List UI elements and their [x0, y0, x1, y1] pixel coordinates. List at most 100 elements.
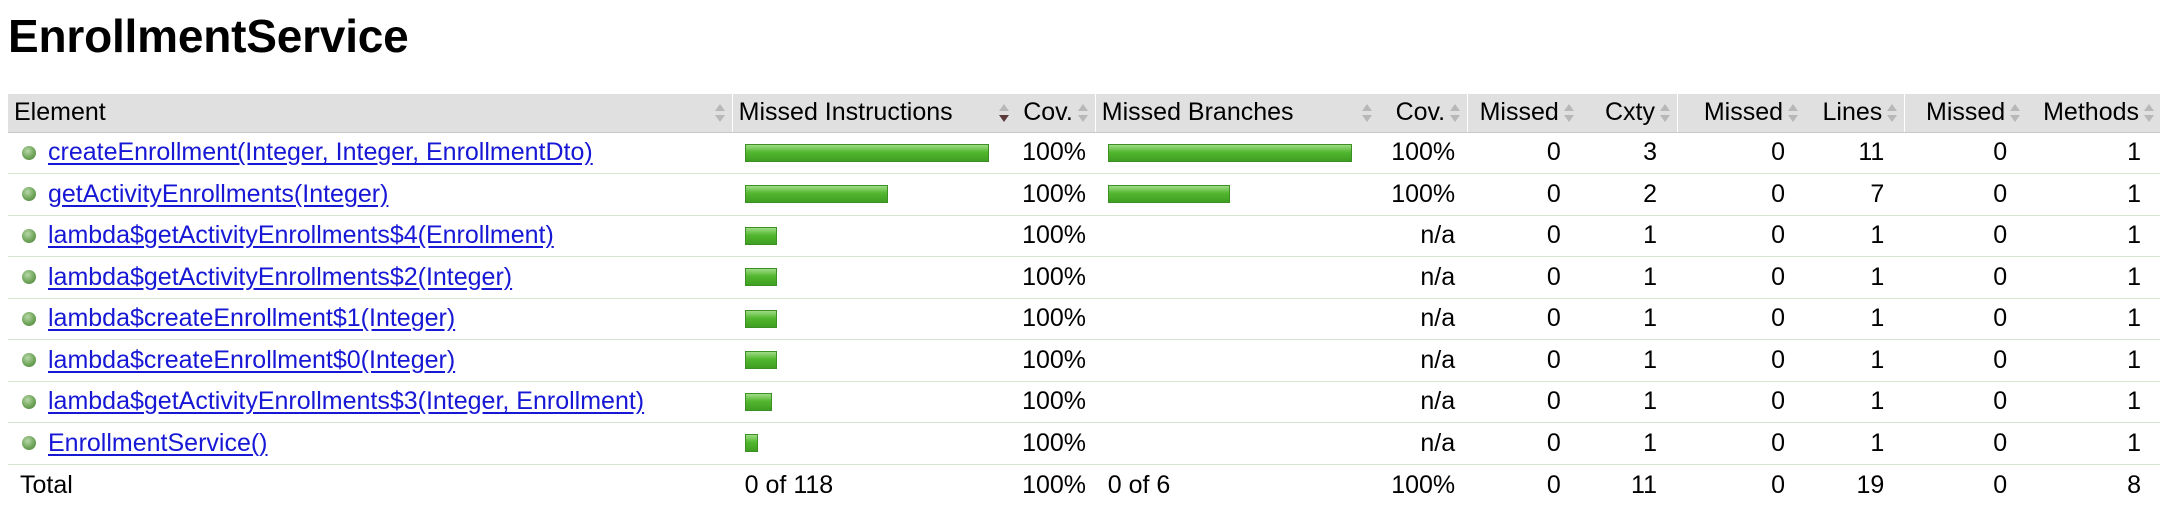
methods: 1	[2027, 173, 2160, 216]
header-missed-branches[interactable]: Missed Branches	[1094, 94, 1380, 133]
method-link[interactable]: lambda$createEnrollment$1(Integer)	[48, 304, 456, 333]
sort-both-icon[interactable]	[1659, 102, 1671, 124]
instructions-bar-cell	[731, 256, 1017, 299]
instructions-coverage-bar	[744, 226, 777, 245]
total-missed-instructions: 0 of 118	[731, 464, 1017, 506]
instructions-cov: 100%	[1016, 422, 1096, 465]
lines: 1	[1805, 422, 1905, 465]
element-cell: createEnrollment(Integer, Integer, Enrol…	[8, 132, 733, 174]
instructions-cov: 100%	[1016, 339, 1096, 382]
table-row: lambda$createEnrollment$1(Integer) 100% n/…	[8, 298, 2160, 340]
branches-cov: n/a	[1379, 339, 1468, 382]
coverage-table: Element Missed Instructions Cov. Missed …	[8, 94, 2160, 506]
methods: 1	[2027, 215, 2160, 257]
missed-lines: 0	[1676, 298, 1806, 340]
header-missed-methods[interactable]: Missed	[1904, 94, 2028, 133]
total-label: Total	[20, 470, 73, 499]
header-missed-cxty[interactable]: Missed	[1467, 94, 1581, 133]
missed-lines: 0	[1676, 422, 1806, 465]
missed-methods: 0	[1904, 422, 2028, 465]
method-link[interactable]: lambda$getActivityEnrollments$2(Integer)	[48, 262, 513, 291]
header-lines[interactable]: Lines	[1805, 94, 1905, 133]
method-link[interactable]: EnrollmentService()	[48, 428, 268, 457]
cxty: 2	[1580, 173, 1678, 216]
instructions-bar-cell	[731, 298, 1017, 340]
cxty: 3	[1580, 132, 1678, 174]
sort-both-icon[interactable]	[714, 102, 726, 124]
header-missed-lines[interactable]: Missed	[1676, 94, 1806, 133]
header-missed-instructions[interactable]: Missed Instructions	[731, 94, 1017, 133]
missed-lines: 0	[1676, 256, 1806, 299]
instructions-bar-cell	[731, 132, 1017, 174]
header-missed-lines-label: Missed	[1703, 98, 1784, 127]
header-cov-branches[interactable]: Cov.	[1379, 94, 1468, 133]
total-instr-cov: 100%	[1022, 470, 1087, 499]
element-cell: lambda$createEnrollment$0(Integer)	[8, 339, 733, 382]
method-link[interactable]: lambda$getActivityEnrollments$3(Integer,…	[48, 387, 645, 416]
missed-methods: 0	[1904, 173, 2028, 216]
header-element[interactable]: Element	[8, 94, 733, 133]
method-bullet-icon	[22, 394, 36, 409]
branches-bar-cell	[1094, 298, 1380, 340]
element-cell: getActivityEnrollments(Integer)	[8, 173, 733, 216]
instructions-bar-cell	[731, 215, 1017, 257]
missed-cxty: 0	[1467, 422, 1581, 465]
header-methods[interactable]: Methods	[2027, 94, 2160, 133]
sort-both-icon[interactable]	[2143, 102, 2155, 124]
header-cxty[interactable]: Cxty	[1580, 94, 1678, 133]
lines: 1	[1805, 381, 1905, 423]
element-cell: lambda$getActivityEnrollments$2(Integer)	[8, 256, 733, 299]
missed-methods: 0	[1904, 215, 2028, 257]
branches-cov: n/a	[1379, 381, 1468, 423]
instructions-cov: 100%	[1016, 132, 1096, 174]
header-cov-instructions[interactable]: Cov.	[1016, 94, 1096, 133]
branches-bar-cell	[1094, 256, 1380, 299]
sort-both-icon[interactable]	[1886, 102, 1898, 124]
sort-both-icon[interactable]	[1449, 102, 1461, 124]
sort-both-icon[interactable]	[1563, 102, 1575, 124]
sort-descending-icon[interactable]	[998, 102, 1010, 124]
cxty: 1	[1580, 298, 1678, 340]
method-bullet-icon	[22, 353, 36, 368]
missed-methods: 0	[1904, 298, 2028, 340]
missed-cxty: 0	[1467, 173, 1581, 216]
methods: 1	[2027, 256, 2160, 299]
method-link[interactable]: lambda$getActivityEnrollments$4(Enrollme…	[48, 221, 554, 250]
branches-coverage-bar	[1107, 143, 1352, 162]
sort-both-icon[interactable]	[1787, 102, 1799, 124]
sort-both-icon[interactable]	[2009, 102, 2021, 124]
lines: 11	[1805, 132, 1905, 174]
table-row: createEnrollment(Integer, Integer, Enrol…	[8, 132, 2160, 174]
missed-cxty: 0	[1467, 132, 1581, 174]
table-row: lambda$getActivityEnrollments$2(Integer)…	[8, 256, 2160, 299]
table-header-row: Element Missed Instructions Cov. Missed …	[8, 94, 2160, 133]
methods: 1	[2027, 381, 2160, 423]
branches-cov: n/a	[1379, 256, 1468, 299]
header-missed-cxty-label: Missed	[1479, 98, 1559, 127]
instructions-coverage-bar	[744, 143, 989, 162]
branches-bar-cell	[1094, 422, 1380, 465]
method-link[interactable]: createEnrollment(Integer, Integer, Enrol…	[48, 138, 593, 167]
element-cell: EnrollmentService()	[8, 422, 733, 465]
element-cell-content: createEnrollment(Integer, Integer, Enrol…	[14, 138, 726, 167]
element-cell: lambda$getActivityEnrollments$3(Integer,…	[8, 381, 733, 423]
branches-cov: n/a	[1379, 422, 1468, 465]
element-cell-content: lambda$createEnrollment$0(Integer)	[14, 346, 726, 375]
table-row: lambda$getActivityEnrollments$3(Integer,…	[8, 381, 2160, 423]
branches-bar-cell	[1094, 339, 1380, 382]
sort-both-icon[interactable]	[1361, 102, 1373, 124]
branches-cov: 100%	[1379, 132, 1468, 174]
instructions-coverage-bar	[744, 392, 772, 411]
methods: 1	[2027, 422, 2160, 465]
methods: 1	[2027, 132, 2160, 174]
instructions-coverage-bar	[744, 351, 777, 370]
instructions-cov: 100%	[1016, 215, 1096, 257]
method-link[interactable]: lambda$createEnrollment$0(Integer)	[48, 345, 456, 374]
header-missed-branches-label: Missed Branches	[1101, 98, 1294, 127]
missed-cxty: 0	[1467, 381, 1581, 423]
method-link[interactable]: getActivityEnrollments(Integer)	[48, 179, 389, 208]
sort-both-icon[interactable]	[1077, 102, 1089, 124]
element-cell: lambda$createEnrollment$1(Integer)	[8, 298, 733, 340]
methods: 1	[2027, 298, 2160, 340]
method-bullet-icon	[22, 228, 36, 243]
